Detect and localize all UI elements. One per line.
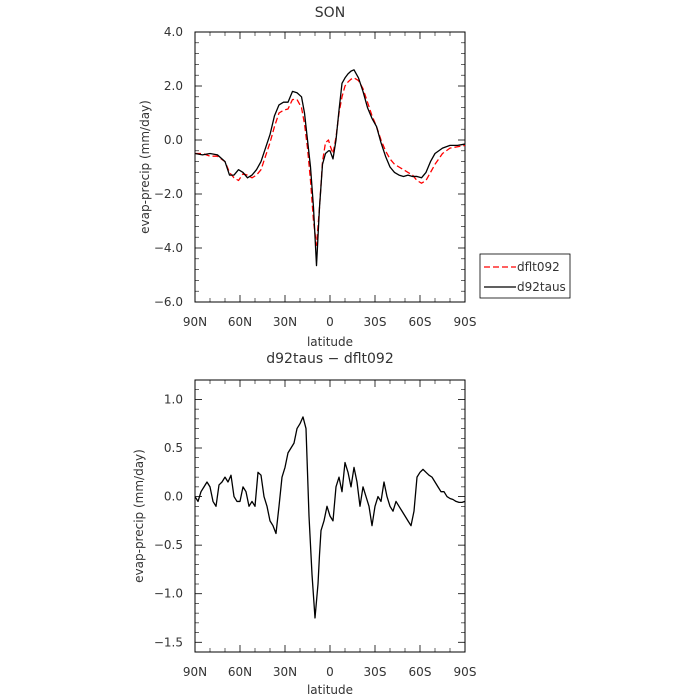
bottom-y-tick-label: 0.5 (164, 441, 183, 455)
legend: dflt092 d92taus (479, 253, 571, 299)
top-x-tick-label: 30S (364, 315, 387, 329)
top-x-tick-label: 30N (273, 315, 297, 329)
top-y-tick-label: 0.0 (164, 133, 183, 147)
bottom-x-tick-label: 30N (273, 665, 297, 679)
top-series-line-d92taus (194, 69, 466, 267)
top-x-tick-label: 90N (183, 315, 207, 329)
bottom-x-tick-label: 60N (228, 665, 252, 679)
bottom-y-tick-label: 0.0 (164, 490, 183, 504)
top-x-tick-label: 90S (454, 315, 477, 329)
bottom-x-tick-label: 90S (454, 665, 477, 679)
bottom-x-tick-label: 90N (183, 665, 207, 679)
top-plot-frame (194, 31, 466, 303)
top-series-line-dflt092 (195, 77, 466, 246)
bottom-chart: d92taus − dflt092 90N 60N 30N 0 30S 60S 90S 1.0… (132, 351, 476, 697)
bottom-y-tick-label: −1.5 (154, 635, 183, 649)
bottom-x-tick-label: 30S (364, 665, 387, 679)
top-y-tick-label: 2.0 (164, 79, 183, 93)
bottom-x-tick-label: 60S (409, 665, 432, 679)
bottom-y-axis-label: evap-precip (mm/day) (132, 449, 146, 583)
legend-box (479, 253, 571, 299)
top-y-tick-label: −2.0 (154, 187, 183, 201)
top-y-tick-label: −4.0 (154, 241, 183, 255)
top-series-lines (194, 69, 466, 267)
bottom-series-line (194, 416, 466, 619)
bottom-x-tick-label: 0 (326, 665, 334, 679)
top-x-tick-label: 60S (409, 315, 432, 329)
bottom-y-tick-label: −0.5 (154, 538, 183, 552)
top-ticks: 90N 60N 30N 0 30S 60S 90S 4.0 2.0 0.0 −2.0 −4.0 −6.0 (154, 25, 477, 329)
top-y-tick-label: −6.0 (154, 295, 183, 309)
legend-label-d92taus: d92taus (517, 280, 566, 294)
top-y-axis-label: evap-precip (mm/day) (138, 100, 152, 234)
bottom-series-lines (194, 416, 466, 619)
bottom-y-tick-label: 1.0 (164, 392, 183, 406)
top-chart: SON 90N 60N 30N 0 30S 60S 90S 4.0 2.0 0.0 −2.0 −4.0… (138, 5, 571, 349)
top-y-tick-label: 4.0 (164, 25, 183, 39)
bottom-x-axis-label: latitude (307, 683, 353, 697)
bottom-y-tick-label: −1.0 (154, 587, 183, 601)
top-x-tick-label: 60N (228, 315, 252, 329)
bottom-chart-title: d92taus − dflt092 (266, 351, 393, 367)
top-x-tick-label: 0 (326, 315, 334, 329)
top-x-axis-label: latitude (307, 335, 353, 349)
legend-label-dflt092: dflt092 (517, 260, 560, 274)
top-chart-title: SON (315, 5, 345, 21)
bottom-ticks: 90N 60N 30N 0 30S 60S 90S 1.0 0.5 0.0 −0.5 −1.0 −1.5 (154, 379, 477, 679)
